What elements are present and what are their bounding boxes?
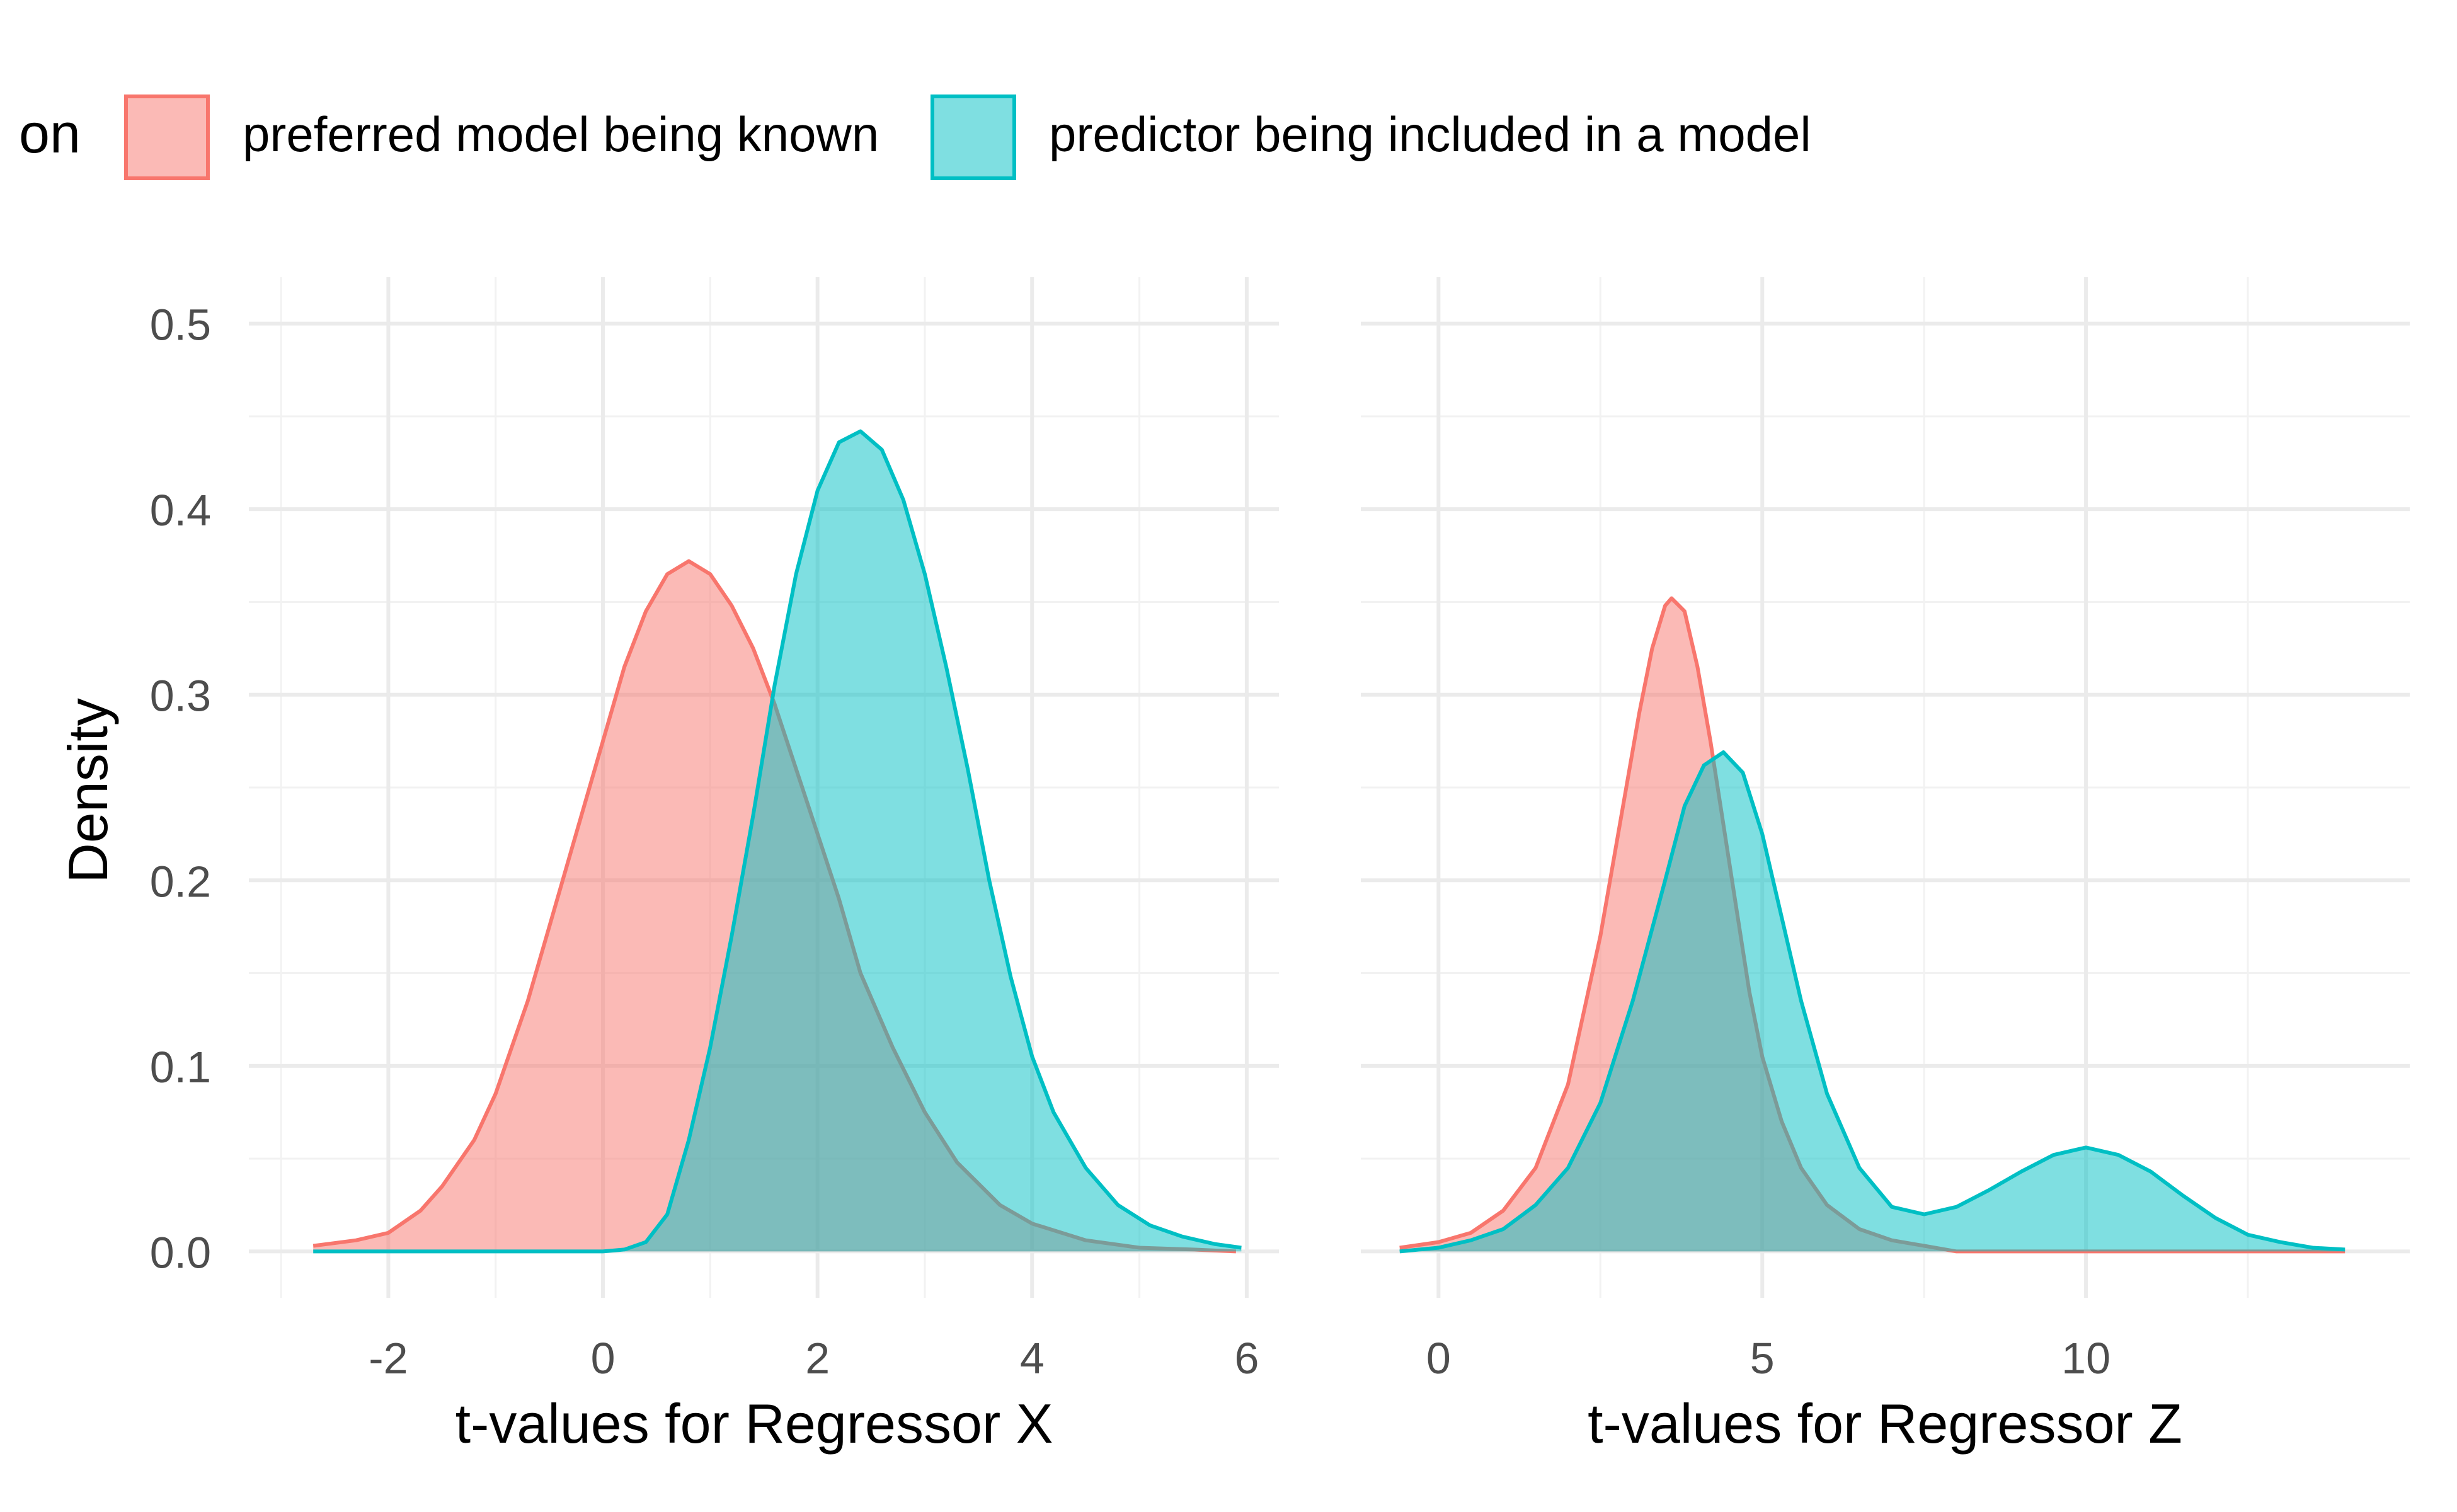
- panel-x-axis-label: t-values for Regressor X: [455, 1392, 1053, 1455]
- x-tick-label: 6: [1234, 1334, 1259, 1383]
- panel-x-xtick-labels: -2 0 2 4 6: [369, 1334, 1259, 1383]
- panel-x-ytick-labels: 0.0 0.1 0.2 0.3 0.4 0.5: [150, 301, 211, 1278]
- y-axis-label: Density: [57, 698, 119, 883]
- density-area-predictor: [313, 431, 1242, 1252]
- legend-title: on: [19, 102, 81, 164]
- density-line-predictor: [313, 429, 1242, 1254]
- y-tick-label: 0.1: [150, 1043, 211, 1092]
- panel-regressor-z: 0 5 10 t-values for Regressor Z: [1361, 277, 2410, 1455]
- y-tick-label: 0.5: [150, 301, 211, 350]
- x-tick-label: 0: [591, 1334, 616, 1383]
- legend-label-preferred: preferred model being known: [243, 106, 879, 162]
- x-tick-label: 2: [805, 1334, 830, 1383]
- legend-label-predictor: predictor being included in a model: [1049, 106, 1811, 162]
- x-tick-label: -2: [369, 1334, 408, 1383]
- legend-key-preferred: [124, 94, 210, 180]
- density-line-predictor: [1399, 750, 2345, 1254]
- legend-key-predictor: [931, 94, 1016, 180]
- density-area-predictor: [1399, 752, 2345, 1252]
- panel-z-series: [1399, 596, 2345, 1254]
- panel-z-grid: [1361, 277, 2410, 1298]
- x-tick-label: 0: [1426, 1334, 1451, 1383]
- y-tick-label: 0.4: [150, 486, 211, 535]
- x-tick-label: 5: [1750, 1334, 1775, 1383]
- panel-z-xtick-labels: 0 5 10: [1426, 1334, 2110, 1383]
- panel-z-axis-label: t-values for Regressor Z: [1588, 1392, 2182, 1455]
- y-tick-label: 0.0: [150, 1228, 211, 1277]
- panel-x-series: [312, 429, 1242, 1254]
- y-tick-label: 0.3: [150, 672, 211, 721]
- y-tick-label: 0.2: [150, 857, 211, 906]
- legend: on preferred model being known predictor…: [19, 94, 1811, 180]
- x-tick-label: 4: [1020, 1334, 1045, 1383]
- x-tick-label: 10: [2061, 1334, 2110, 1383]
- panel-regressor-x: 0.0 0.1 0.2 0.3 0.4 0.5 -2 0 2 4 6 t-values for R…: [150, 277, 1279, 1455]
